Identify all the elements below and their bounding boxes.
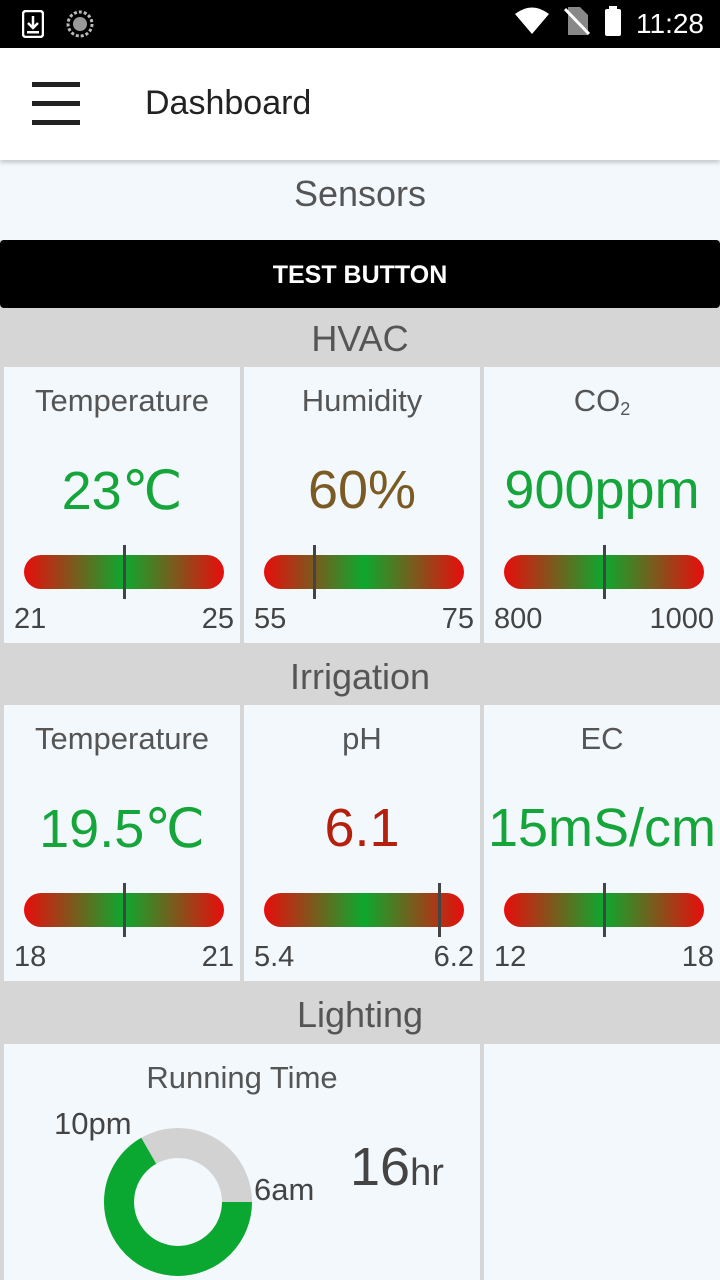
range-bar <box>24 545 224 599</box>
test-button[interactable]: TEST BUTTON <box>0 240 720 308</box>
range-bar <box>264 545 464 599</box>
range-marker <box>122 883 126 937</box>
hamburger-icon <box>32 82 80 87</box>
running-time-donut <box>104 1128 252 1276</box>
range-marker <box>602 883 606 937</box>
wifi-icon <box>514 7 550 40</box>
sync-notification-icon <box>66 10 94 43</box>
range-max: 21 <box>201 941 234 973</box>
status-time: 11:28 <box>636 7 704 39</box>
irrigation-ec-card: EC 15mS/cm 12 18 <box>484 705 720 981</box>
page-title: Dashboard <box>145 84 312 122</box>
range-min: 12 <box>494 941 527 973</box>
card-value: 23℃ <box>61 461 183 521</box>
card-value: 15mS/cm <box>487 798 717 858</box>
irrigation-header: Irrigation <box>0 648 720 706</box>
app-bar: Dashboard <box>0 48 720 160</box>
range-min: 21 <box>14 603 47 635</box>
range-marker <box>312 545 316 599</box>
card-value: 60% <box>307 460 417 520</box>
download-notification-icon <box>21 9 45 43</box>
range-bar <box>504 545 704 599</box>
range-min: 55 <box>254 603 287 635</box>
range-max: 25 <box>201 603 234 635</box>
card-label-main: CO <box>573 383 621 418</box>
no-sim-icon <box>563 6 591 41</box>
status-bar: 11:28 <box>0 0 720 48</box>
card-value: 19.5℃ <box>39 799 205 859</box>
card-label-subscript: 2 <box>620 399 631 419</box>
menu-button[interactable] <box>28 82 84 126</box>
end-time-label: 6am <box>254 1172 315 1207</box>
range-marker <box>122 545 126 599</box>
range-bar <box>24 883 224 937</box>
hamburger-icon-line <box>32 120 80 125</box>
range-bar <box>264 883 464 937</box>
running-hours-unit: hr <box>410 1152 444 1194</box>
range-bar <box>504 883 704 937</box>
lighting-header: Lighting <box>0 986 720 1044</box>
hvac-co2-card: CO2 900ppm 800 1000 <box>484 367 720 643</box>
card-value: 6.1 <box>324 798 400 858</box>
card-label: EC <box>580 721 624 756</box>
card-label: pH <box>342 721 382 756</box>
start-time-label: 10pm <box>54 1106 132 1141</box>
range-max: 6.2 <box>433 941 474 973</box>
battery-icon <box>604 6 622 41</box>
running-hours: 16hr <box>350 1136 444 1198</box>
sensors-header: Sensors <box>0 160 720 240</box>
range-min: 18 <box>14 941 47 973</box>
hvac-humidity-card: Humidity 60% 55 75 <box>244 367 480 643</box>
range-max: 1000 <box>649 603 714 635</box>
irrigation-temperature-card: Temperature 19.5℃ 18 21 <box>4 705 240 981</box>
card-label: Temperature <box>34 383 210 418</box>
range-max: 75 <box>441 603 474 635</box>
range-marker <box>437 883 441 937</box>
empty-card <box>484 1044 720 1280</box>
card-label: Humidity <box>301 383 423 418</box>
irrigation-ph-card: pH 6.1 5.4 6.2 <box>244 705 480 981</box>
card-value: 900ppm <box>504 460 700 520</box>
hamburger-icon-line <box>32 101 80 106</box>
donut-progress <box>104 1128 252 1276</box>
range-marker <box>602 545 606 599</box>
card-label: Temperature <box>34 721 210 756</box>
range-max: 18 <box>681 941 714 973</box>
card-label: CO2 <box>484 383 720 420</box>
hvac-header: HVAC <box>0 310 720 368</box>
hvac-temperature-card: Temperature 23℃ 21 25 <box>4 367 240 643</box>
running-time-label: Running Time <box>146 1060 338 1095</box>
running-time-card: Running Time 10pm 6am 16hr <box>4 1044 480 1280</box>
range-min: 5.4 <box>254 941 295 973</box>
running-hours-value: 16 <box>350 1137 411 1197</box>
range-min: 800 <box>494 603 543 635</box>
